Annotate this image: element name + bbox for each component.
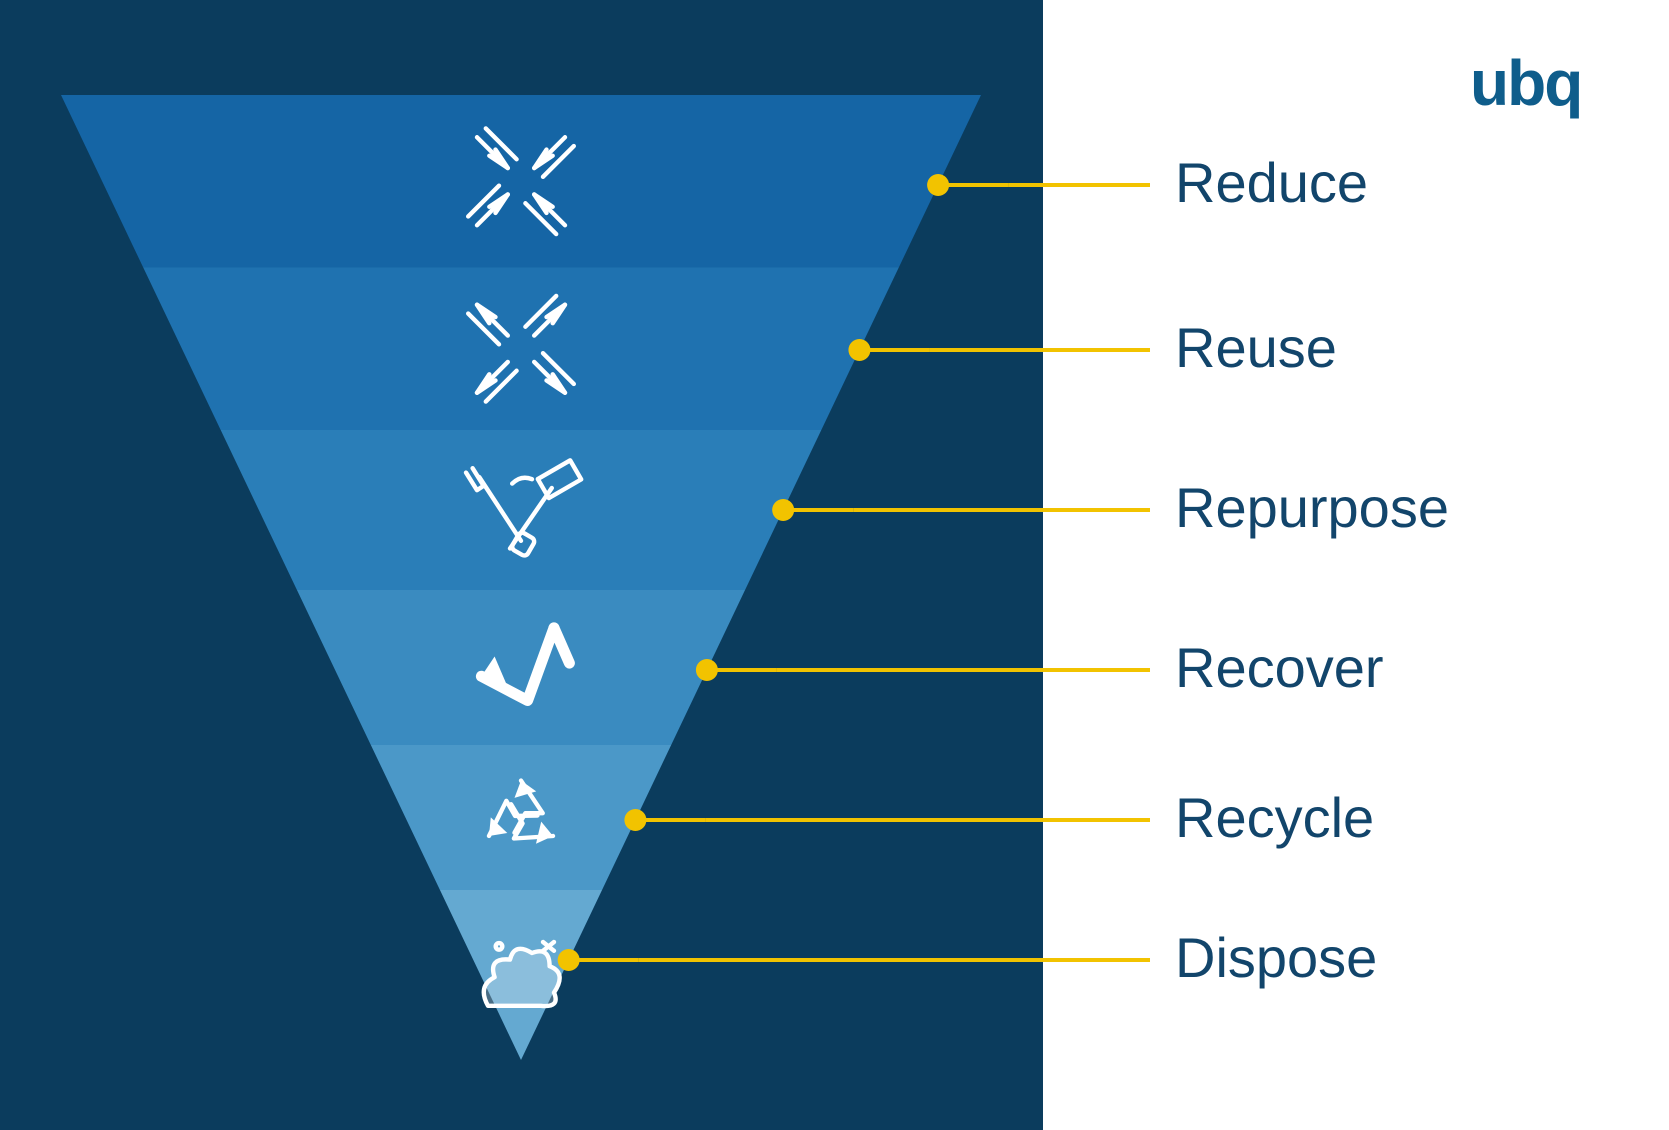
level-label-repurpose: Repurpose xyxy=(1175,475,1449,540)
level-label-recover: Recover xyxy=(1175,635,1384,700)
level-label-recycle: Recycle xyxy=(1175,785,1374,850)
level-label-reuse: Reuse xyxy=(1175,315,1337,380)
funnel-band-reuse xyxy=(143,268,899,431)
funnel-band-reduce xyxy=(61,95,981,268)
level-label-reduce: Reduce xyxy=(1175,150,1368,215)
brand-logo: ubq xyxy=(1470,46,1581,120)
funnel-bands xyxy=(61,95,981,1060)
funnel-band-recover xyxy=(297,590,745,745)
funnel-band-repurpose xyxy=(221,430,822,590)
infographic-canvas: ubq Reduce Reuse Repurpose Recover Recycle Di… xyxy=(0,0,1669,1130)
level-label-dispose: Dispose xyxy=(1175,925,1377,990)
funnel-svg xyxy=(0,0,1669,1130)
